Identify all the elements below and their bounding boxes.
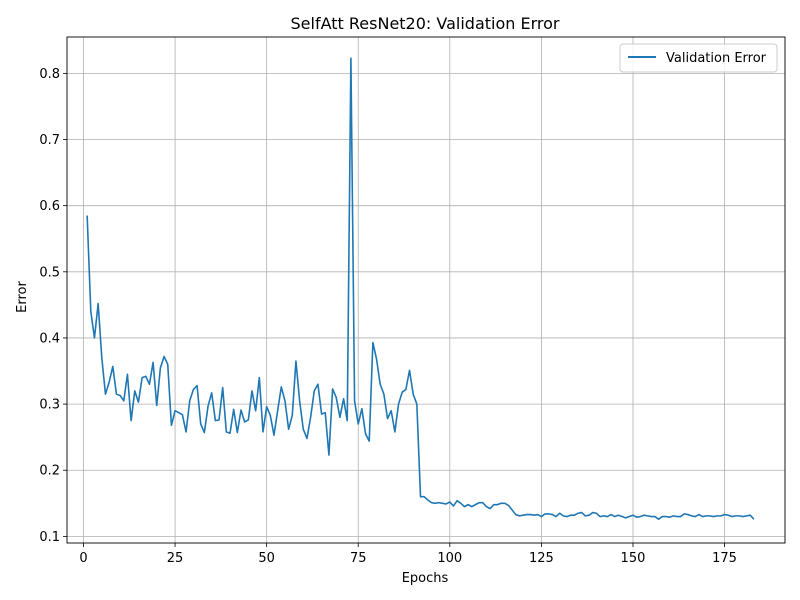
y-axis: 0.1 0.2 0.3 0.4 0.5 0.6 0.7 0.8 xyxy=(39,67,67,545)
x-tick-label: 100 xyxy=(437,551,462,566)
legend-label-validation-error: Validation Error xyxy=(666,51,767,66)
y-tick-label: 0.8 xyxy=(39,67,60,82)
chart-title: SelfAtt ResNet20: Validation Error xyxy=(291,14,560,33)
legend: Validation Error xyxy=(620,44,777,72)
x-tick-label: 0 xyxy=(79,551,87,566)
grid xyxy=(67,37,785,543)
x-tick-label: 175 xyxy=(712,551,737,566)
y-tick-label: 0.4 xyxy=(39,331,60,346)
x-axis: 0 25 50 75 100 125 150 175 xyxy=(79,543,737,566)
y-axis-label: Error xyxy=(15,281,30,313)
y-tick-label: 0.7 xyxy=(39,133,60,148)
y-tick-label: 0.2 xyxy=(39,464,60,479)
x-tick-label: 50 xyxy=(258,551,275,566)
x-axis-label: Epochs xyxy=(402,571,449,586)
series-line-validation-error xyxy=(87,58,754,519)
series-group xyxy=(87,58,754,519)
y-tick-label: 0.6 xyxy=(39,199,60,214)
x-tick-label: 150 xyxy=(621,551,646,566)
x-tick-label: 75 xyxy=(350,551,367,566)
y-tick-label: 0.1 xyxy=(39,530,60,545)
y-tick-label: 0.3 xyxy=(39,398,60,413)
x-tick-label: 25 xyxy=(167,551,184,566)
y-tick-label: 0.5 xyxy=(39,265,60,280)
x-tick-label: 125 xyxy=(529,551,554,566)
